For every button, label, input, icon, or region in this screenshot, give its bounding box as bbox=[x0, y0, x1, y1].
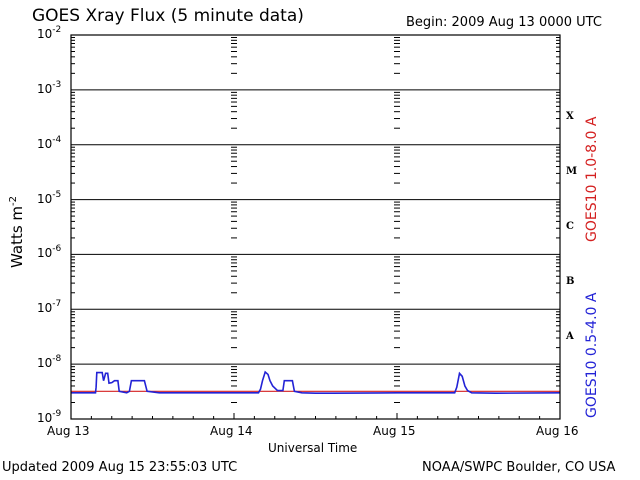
chart-title: GOES Xray Flux (5 minute data) bbox=[32, 6, 304, 26]
y-tick-label: 10-7 bbox=[37, 299, 62, 316]
x-tick-label: Aug 13 bbox=[47, 424, 90, 438]
flare-class-label: X bbox=[566, 111, 574, 123]
flare-class-label: A bbox=[566, 330, 574, 342]
y-tick-label: 10-2 bbox=[37, 25, 62, 41]
updated-timestamp: Updated 2009 Aug 15 23:55:03 UTC bbox=[2, 460, 238, 475]
y-tick-label: 10-6 bbox=[37, 244, 62, 261]
y-axis-label: Watts m-2 bbox=[8, 195, 26, 268]
flare-class-label: B bbox=[566, 275, 575, 287]
y-tick-label: 10-4 bbox=[37, 134, 62, 151]
x-tick-label: Aug 16 bbox=[536, 424, 579, 438]
x-axis-label: Universal Time bbox=[268, 441, 358, 455]
y-tick-label: 10-9 bbox=[37, 409, 62, 425]
credit-text: NOAA/SWPC Boulder, CO USA bbox=[422, 460, 616, 475]
x-tick-label: Aug 14 bbox=[210, 424, 253, 438]
legend-goes10-short: GOES10 0.5-4.0 A bbox=[584, 292, 600, 418]
y-tick-label: 10-8 bbox=[37, 354, 62, 371]
x-tick-label: Aug 15 bbox=[373, 424, 416, 438]
y-tick-label: 10-5 bbox=[37, 189, 62, 206]
series-line-goes10-short bbox=[71, 370, 561, 395]
y-tick-label: 10-3 bbox=[37, 79, 62, 96]
legend-goes10-long: GOES10 1.0-8.0 A bbox=[584, 116, 600, 242]
flare-class-label: M bbox=[566, 166, 578, 178]
plot-frame bbox=[70, 34, 561, 420]
begin-time: Begin: 2009 Aug 13 0000 UTC bbox=[406, 15, 602, 30]
flare-class-label: C bbox=[566, 221, 574, 232]
